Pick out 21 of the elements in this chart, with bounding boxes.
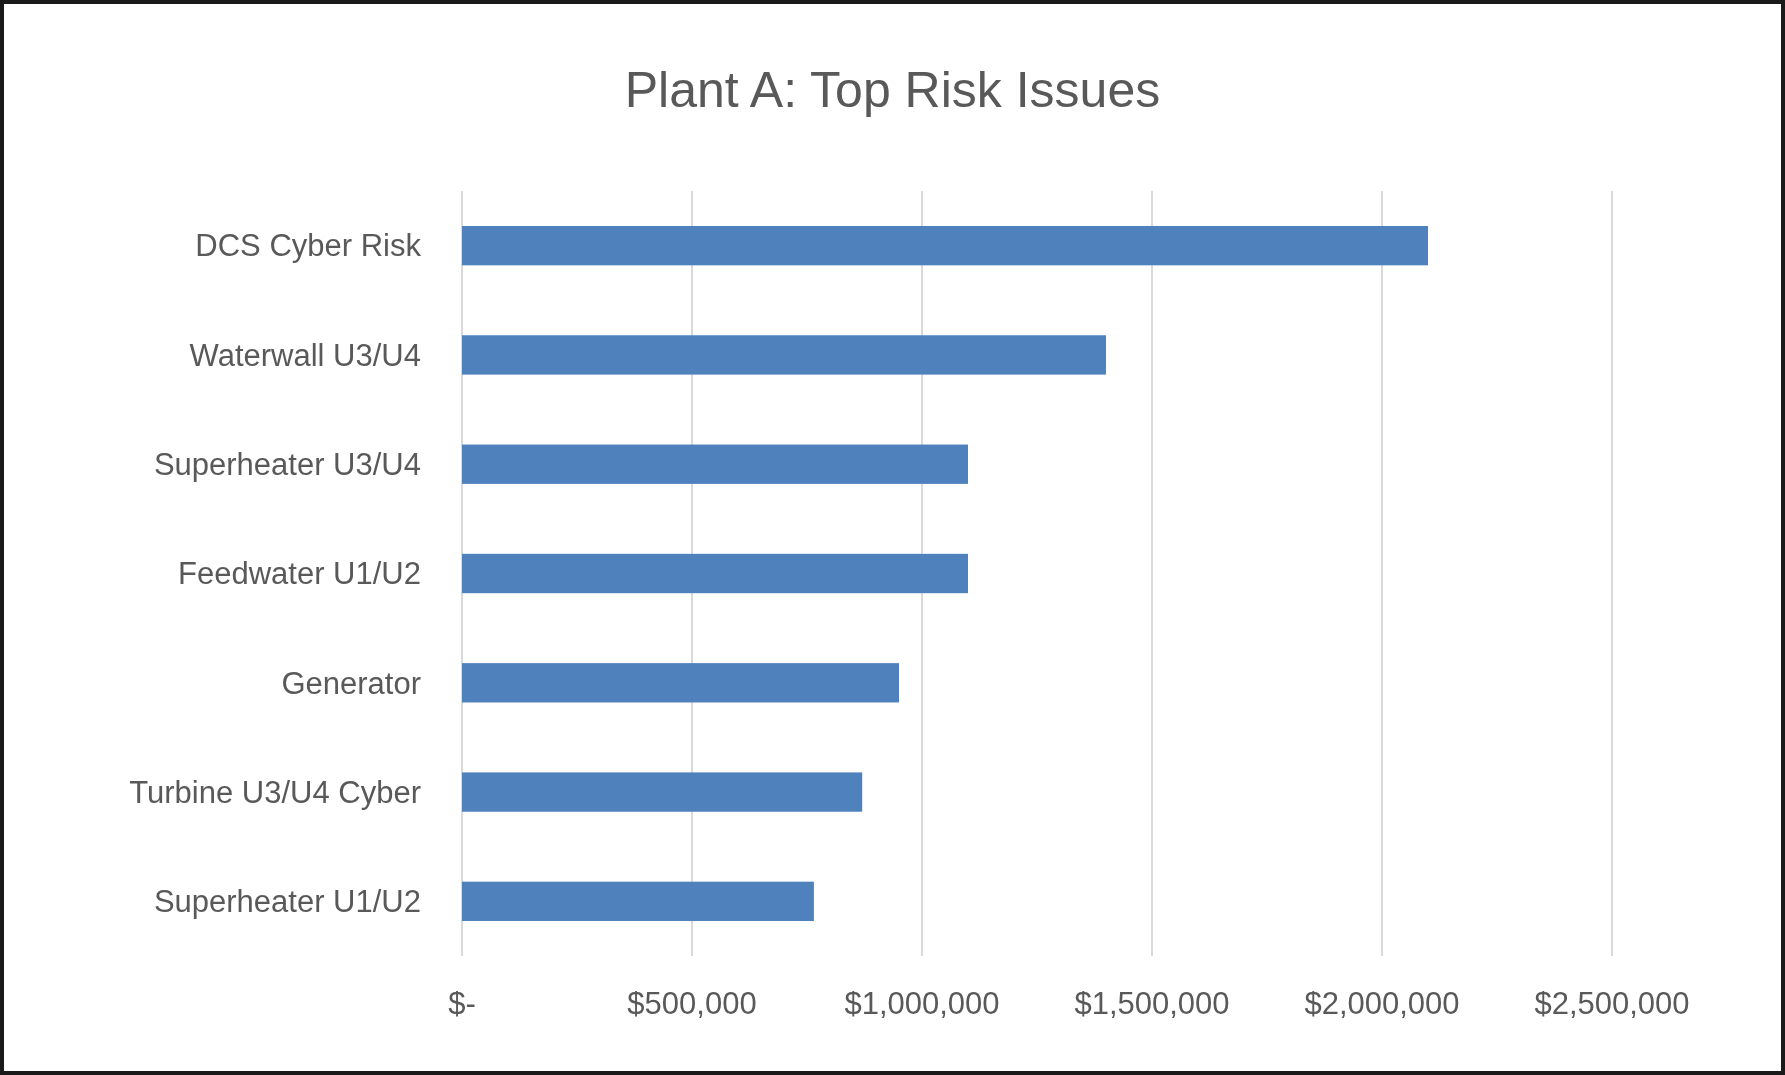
x-tick-label: $2,500,000 xyxy=(1534,986,1690,1021)
y-tick-label: Turbine U3/U4 Cyber xyxy=(129,774,421,810)
x-tick-label: $2,000,000 xyxy=(1304,986,1460,1021)
bar xyxy=(462,553,968,594)
y-tick-label: DCS Cyber Risk xyxy=(195,228,422,264)
x-tick-label: $1,000,000 xyxy=(844,986,1000,1021)
y-tick-label: Generator xyxy=(281,665,421,701)
x-tick-label: $- xyxy=(448,986,476,1021)
chart-title: Plant A: Top Risk Issues xyxy=(624,62,1161,118)
bar xyxy=(462,772,863,812)
y-tick-label: Feedwater U1/U2 xyxy=(178,556,421,592)
y-tick-label: Superheater U3/U4 xyxy=(153,447,421,483)
bar xyxy=(462,444,968,484)
y-tick-label: Superheater U1/U2 xyxy=(153,884,421,920)
bar xyxy=(462,225,1428,266)
bar xyxy=(462,335,1106,375)
y-tick-label: Waterwall U3/U4 xyxy=(189,337,421,373)
bar xyxy=(462,881,814,922)
bar xyxy=(462,663,899,703)
x-tick-label: $1,500,000 xyxy=(1074,986,1230,1021)
x-tick-label: $500,000 xyxy=(627,986,757,1021)
